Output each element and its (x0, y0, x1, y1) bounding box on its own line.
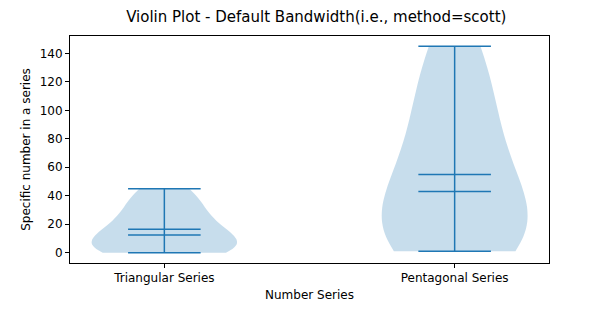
svg-text:Number Series: Number Series (265, 288, 354, 302)
svg-text:120: 120 (40, 75, 63, 89)
svg-text:0: 0 (55, 246, 63, 260)
svg-text:40: 40 (47, 189, 62, 203)
svg-text:60: 60 (47, 160, 62, 174)
svg-text:Triangular Series: Triangular Series (113, 271, 214, 285)
svg-text:Pentagonal Series: Pentagonal Series (401, 271, 509, 285)
svg-text:20: 20 (47, 217, 62, 231)
svg-text:80: 80 (47, 132, 62, 146)
svg-text:100: 100 (40, 104, 63, 118)
svg-text:Violin Plot - Default Bandwidt: Violin Plot - Default Bandwidth(i.e., me… (126, 8, 506, 26)
svg-text:140: 140 (40, 47, 63, 61)
svg-text:Specific number in a series: Specific number in a series (19, 68, 33, 231)
